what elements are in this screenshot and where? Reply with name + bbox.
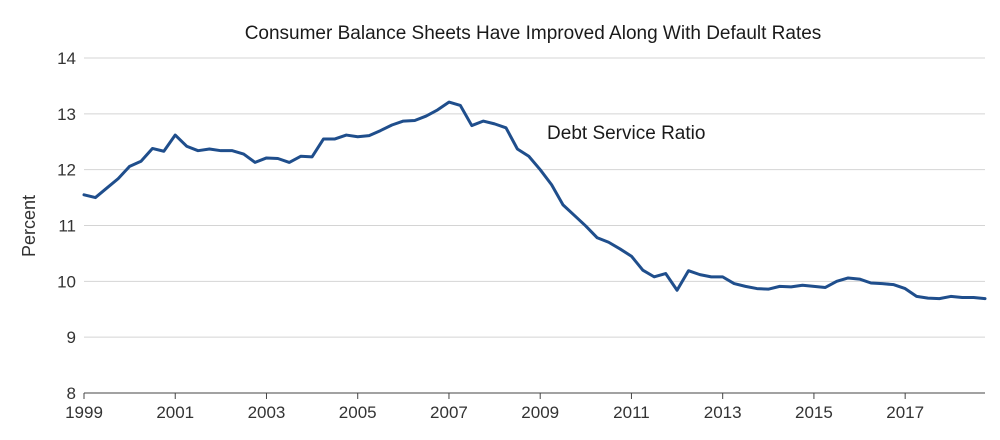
x-tick-label: 1999 <box>65 403 103 422</box>
x-tick-label: 2001 <box>156 403 194 422</box>
x-tick-label: 2003 <box>248 403 286 422</box>
series-annotation-label: Debt Service Ratio <box>547 123 705 144</box>
series-line-debt-service-ratio <box>82 100 987 301</box>
y-tick-label: 11 <box>58 217 76 236</box>
y-tick-label: 13 <box>57 105 76 124</box>
y-tick-label: 12 <box>57 161 76 180</box>
annotations: Debt Service Ratio <box>547 123 705 144</box>
x-tick-label: 2007 <box>430 403 468 422</box>
x-tick-label: 2009 <box>521 403 559 422</box>
y-tick-label: 8 <box>67 384 76 403</box>
y-tick-label: 9 <box>67 328 76 347</box>
x-tick-label: 2011 <box>613 403 650 422</box>
x-tick-label: 2013 <box>704 403 742 422</box>
y-axis-label: Percent <box>19 195 39 257</box>
x-tick-labels: 1999 2001 2003 2005 2007 2009 2011 2013 2015 2017 <box>65 393 924 422</box>
series-lines <box>82 100 987 301</box>
y-tick-labels: 8 9 10 11 12 13 14 <box>57 49 76 403</box>
y-tick-label: 14 <box>57 49 76 68</box>
x-tick-label: 2005 <box>339 403 377 422</box>
y-tick-label: 10 <box>57 272 76 291</box>
chart-title: Consumer Balance Sheets Have Improved Al… <box>245 23 822 44</box>
x-tick-label: 2017 <box>886 403 924 422</box>
x-tick-label: 2015 <box>795 403 833 422</box>
gridlines <box>84 57 985 394</box>
